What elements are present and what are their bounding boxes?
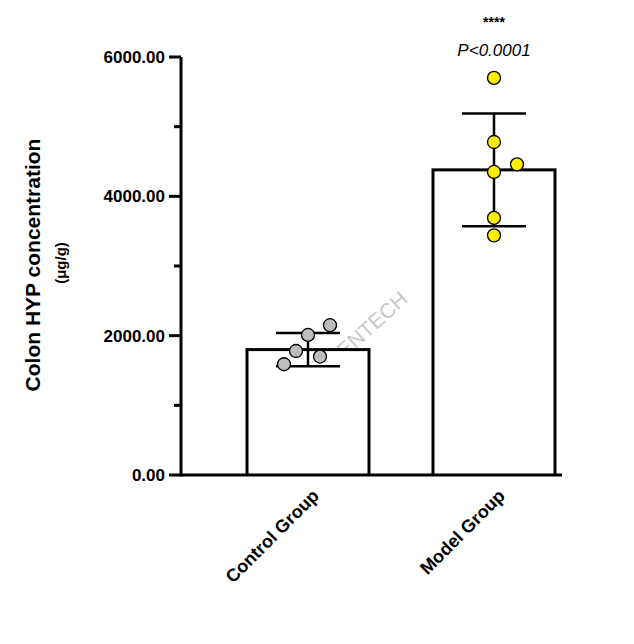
y-tick-label: 4000.00 [104, 187, 165, 206]
data-point [314, 350, 327, 363]
y-tick [169, 334, 181, 337]
x-tick-label: Control Group [222, 486, 323, 587]
y-tick-label: 6000.00 [104, 48, 165, 67]
y-minor-tick [174, 265, 181, 268]
data-point [278, 358, 291, 371]
y-tick [169, 474, 181, 477]
y-minor-tick [174, 125, 181, 128]
x-tick-label: Model Group [416, 486, 509, 579]
bar [247, 350, 369, 475]
chart: GREENTECH0.002000.004000.006000.00Colon … [0, 0, 634, 644]
data-point [488, 211, 501, 224]
data-point [488, 165, 501, 178]
y-tick [169, 56, 181, 59]
data-point [488, 135, 501, 148]
data-point [290, 344, 303, 357]
y-tick [169, 195, 181, 198]
error-bar [462, 113, 526, 226]
data-point [488, 229, 501, 242]
y-minor-tick [174, 404, 181, 407]
marks [247, 71, 555, 475]
p-value: P<0.0001 [457, 41, 530, 60]
bar [433, 170, 555, 475]
data-point [302, 328, 315, 341]
data-point [324, 319, 337, 332]
y-tick-label: 0.00 [132, 466, 165, 485]
y-axis-unit: (μg/g) [52, 242, 69, 284]
data-point [511, 158, 524, 171]
significance-stars: **** [483, 14, 505, 30]
y-axis-label: Colon HYP concentration [21, 139, 44, 392]
data-point [488, 71, 501, 84]
y-tick-label: 2000.00 [104, 327, 165, 346]
